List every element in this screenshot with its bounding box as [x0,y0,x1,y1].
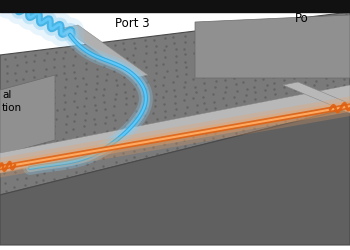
Polygon shape [195,15,350,78]
Polygon shape [0,75,55,155]
Polygon shape [0,12,350,195]
Polygon shape [283,82,350,113]
Text: al: al [2,90,11,100]
Text: Port 3: Port 3 [115,17,150,30]
Text: Po: Po [295,12,309,25]
Polygon shape [63,25,148,78]
Text: tion: tion [2,103,22,113]
Polygon shape [0,108,350,245]
Polygon shape [0,85,350,173]
